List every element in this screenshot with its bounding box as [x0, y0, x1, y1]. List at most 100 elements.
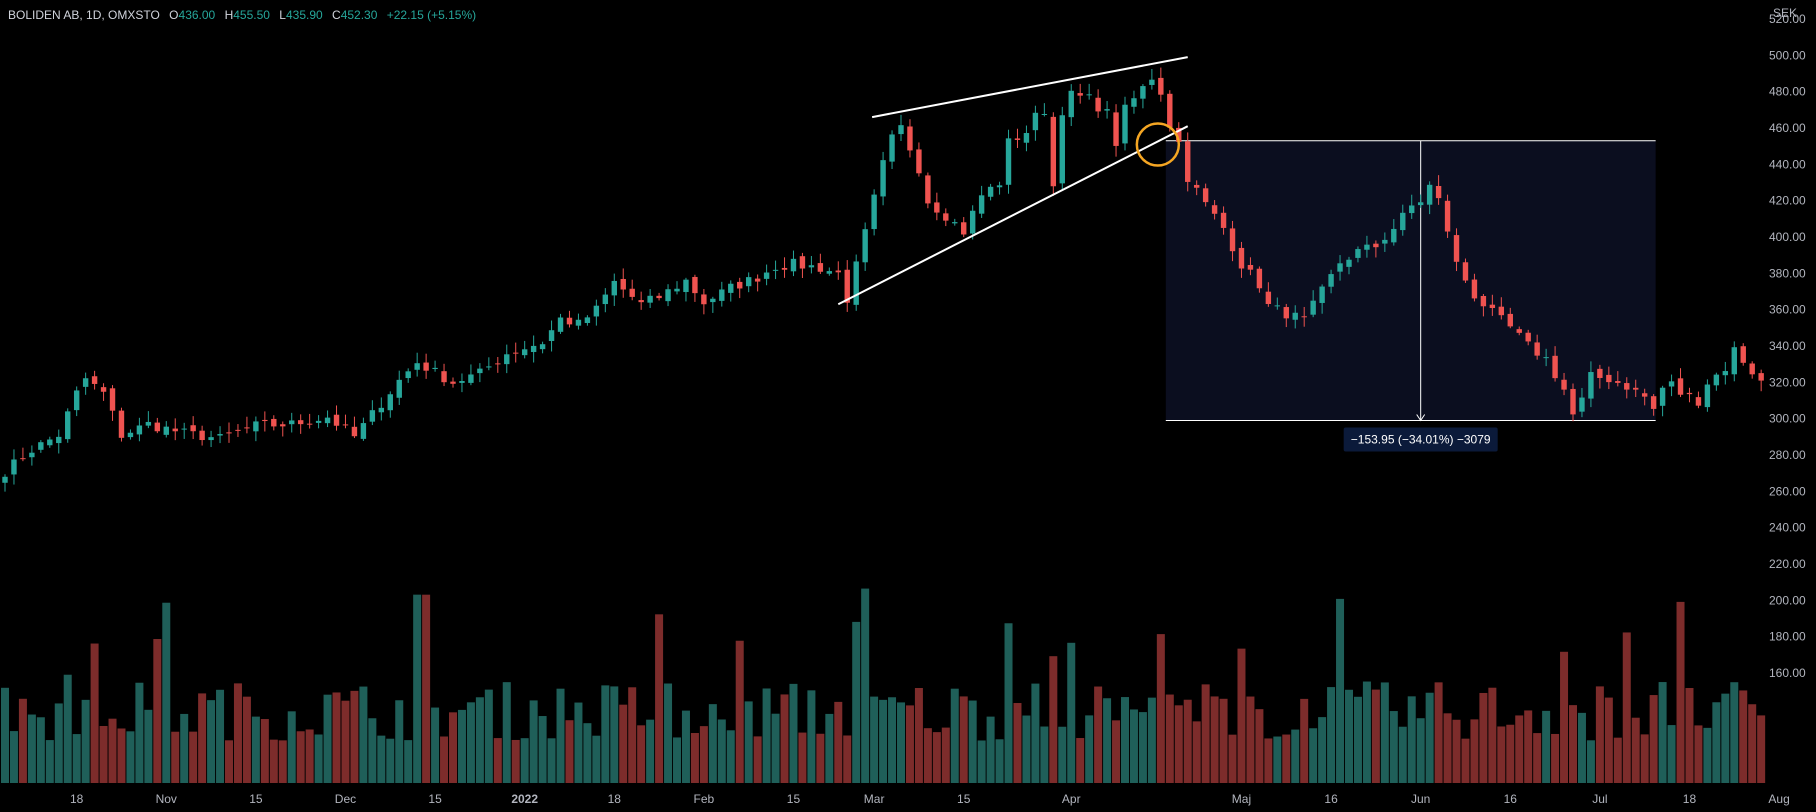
candle [521, 340, 528, 359]
volume-bar [1138, 712, 1147, 783]
candle [629, 279, 635, 301]
volume-bar [932, 732, 941, 783]
candle [423, 353, 429, 379]
volume-bar [1362, 681, 1371, 783]
volume-bar [413, 594, 422, 783]
volume-bar [296, 731, 305, 783]
candle-body [1579, 397, 1585, 412]
y-tick-label: 360.00 [1769, 303, 1806, 317]
y-tick-label: 340.00 [1769, 339, 1806, 353]
candle-body [826, 271, 833, 274]
volume-bar [888, 697, 897, 783]
candle-body [1328, 274, 1334, 287]
candle [1310, 290, 1316, 318]
candle [1364, 235, 1370, 258]
candle [65, 408, 71, 443]
x-tick-label: 15 [249, 792, 263, 806]
y-tick-label: 220.00 [1769, 557, 1806, 571]
candle [996, 181, 1003, 195]
candle [790, 250, 797, 277]
candle-body [1713, 374, 1720, 386]
candle-body [1265, 291, 1272, 304]
candle [1668, 374, 1675, 397]
candle [486, 357, 492, 371]
x-tick-label: Dec [335, 792, 356, 806]
candle [1507, 307, 1513, 329]
candle [1337, 255, 1343, 281]
volume-bar [995, 739, 1004, 783]
candle [799, 252, 806, 279]
candle [1095, 89, 1101, 118]
candle [871, 189, 877, 236]
candle [808, 256, 815, 274]
candle-body [647, 295, 653, 303]
candle-body [996, 185, 1003, 188]
candle [1552, 346, 1558, 382]
candle [1704, 379, 1711, 412]
candle [943, 208, 949, 227]
candle-body [20, 458, 26, 460]
candle-body [620, 278, 626, 290]
volume-bar [1255, 709, 1264, 783]
candle [73, 386, 80, 417]
candle-body [728, 283, 734, 293]
x-tick-label: Feb [694, 792, 715, 806]
volume-bar [520, 738, 529, 783]
candle-body [1364, 244, 1370, 250]
candle-body [539, 344, 546, 350]
candle-body [1068, 90, 1074, 118]
candle-body [163, 426, 169, 435]
measure-box [1165, 140, 1656, 421]
candle [91, 370, 98, 390]
candle-body [961, 222, 967, 235]
volume-bar [386, 738, 395, 783]
volume-bar [216, 689, 225, 783]
volume-bar [897, 702, 905, 783]
volume-bar [36, 717, 45, 783]
candle [1650, 394, 1657, 416]
volume-bar [1443, 713, 1452, 783]
volume-bar [977, 740, 986, 783]
candle [539, 341, 546, 354]
candle [781, 257, 788, 278]
candle [145, 411, 152, 429]
volume-bar [1291, 729, 1300, 783]
candle-body [1140, 86, 1146, 99]
candle [665, 284, 671, 307]
candle-body [781, 267, 788, 270]
candle [262, 411, 268, 432]
candle [763, 264, 770, 286]
candle [297, 414, 304, 434]
volume-bar [1174, 705, 1183, 783]
candle-body [172, 428, 178, 432]
candle-body [459, 381, 465, 383]
volume-bar [1649, 695, 1658, 783]
volume-bar [1085, 715, 1094, 783]
volume-bar [1452, 719, 1461, 783]
candle-body [1606, 374, 1612, 383]
volume-bar [1524, 710, 1533, 783]
candle [638, 291, 644, 310]
candle [692, 274, 698, 302]
candle [226, 422, 232, 443]
volume-bar [1667, 725, 1676, 783]
candle [1238, 241, 1245, 278]
low-label: L [279, 8, 286, 22]
candle-body [1229, 228, 1236, 252]
candle-body [136, 425, 143, 435]
candle [181, 422, 187, 439]
volume-bar [1416, 718, 1425, 783]
candle [772, 260, 779, 280]
candle-body [1435, 185, 1442, 199]
wedge-upper-line [871, 56, 1188, 119]
volume-bar [1371, 689, 1380, 783]
volume-bar [825, 713, 834, 783]
candle [1435, 175, 1442, 205]
candle [1426, 181, 1433, 215]
y-tick-label: 260.00 [1769, 484, 1806, 498]
candle-body [1238, 247, 1245, 269]
candle-body [423, 362, 429, 371]
candle-body [1552, 355, 1558, 379]
candle-body [1498, 306, 1505, 316]
